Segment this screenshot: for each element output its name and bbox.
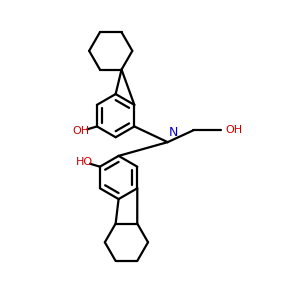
Text: HO: HO bbox=[76, 157, 93, 167]
Text: OH: OH bbox=[226, 125, 243, 135]
Text: OH: OH bbox=[73, 126, 90, 136]
Text: N: N bbox=[169, 126, 178, 139]
